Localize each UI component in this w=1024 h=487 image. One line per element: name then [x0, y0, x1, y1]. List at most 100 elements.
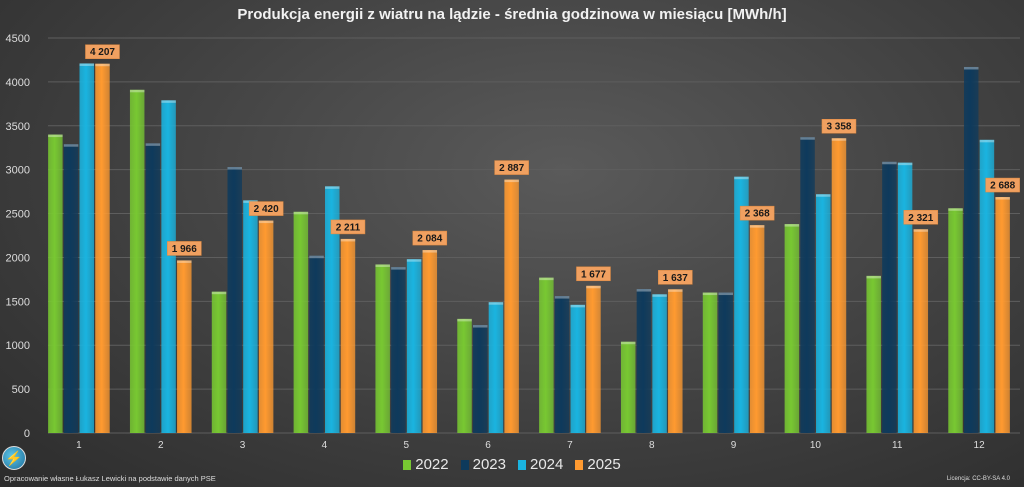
bar-2025 — [749, 225, 765, 433]
data-label: 1 966 — [172, 244, 197, 255]
bar-top-highlight — [718, 292, 733, 296]
y-tick-label: 4000 — [6, 77, 30, 89]
bar-2023 — [391, 267, 406, 433]
bar-2023 — [63, 144, 79, 433]
license-note: Licencja: CC-BY-SA 4.0 — [946, 476, 1010, 482]
bar-2025 — [340, 238, 356, 433]
bar-2023 — [145, 143, 161, 434]
bar-2025 — [668, 289, 683, 433]
bar-2022 — [457, 318, 472, 433]
x-tick-label: 7 — [567, 440, 573, 451]
bar-2025 — [95, 63, 110, 434]
bar-top-highlight — [554, 296, 570, 299]
source-note: Opracowanie własne Łukasz Lewicki na pod… — [4, 474, 216, 483]
legend-swatch — [403, 459, 412, 470]
bar-top-highlight — [472, 325, 488, 328]
data-label: 2 368 — [745, 209, 770, 220]
y-tick-label: 4500 — [6, 33, 30, 45]
bar-2024 — [243, 200, 258, 433]
bar-top-highlight — [636, 289, 652, 292]
bar-top-highlight — [979, 139, 995, 143]
x-tick-label: 5 — [403, 440, 409, 451]
bar-top-highlight — [211, 291, 227, 295]
bar-top-highlight — [504, 179, 519, 183]
bar-top-highlight — [866, 275, 881, 279]
bar-top-highlight — [457, 318, 472, 322]
bar-top-highlight — [570, 304, 586, 308]
logo-icon: ⚡ — [2, 446, 26, 470]
bar-2025 — [913, 229, 929, 433]
data-label-box — [412, 230, 448, 246]
bar-top-highlight — [95, 63, 110, 67]
legend-label: 2023 — [472, 456, 506, 473]
bar-2022 — [129, 89, 145, 434]
legend-swatch — [575, 459, 584, 470]
bar-top-highlight — [816, 194, 831, 197]
bar-2023 — [718, 292, 733, 433]
bar-2022 — [375, 264, 390, 433]
data-label-box — [85, 44, 120, 59]
y-tick-label: 2500 — [6, 209, 30, 221]
legend-label: 2025 — [587, 456, 621, 473]
data-label: 4 207 — [90, 47, 115, 58]
bar-2025 — [422, 250, 438, 433]
y-tick-label: 500 — [12, 384, 30, 396]
legend-swatch — [518, 459, 526, 470]
data-label: 1 637 — [663, 273, 688, 284]
bar-2023 — [963, 66, 979, 433]
data-label: 3 358 — [826, 122, 851, 133]
data-label-box — [494, 160, 529, 175]
data-label-box — [330, 219, 366, 235]
data-label-box — [739, 205, 775, 221]
data-label-box — [167, 241, 202, 256]
bar-top-highlight — [668, 289, 683, 292]
bar-top-highlight — [948, 208, 963, 211]
bar-top-highlight — [831, 138, 847, 141]
legend-label: 2024 — [530, 456, 564, 473]
data-label-box — [576, 266, 611, 282]
bar-top-highlight — [177, 260, 192, 263]
data-label: 2 084 — [417, 234, 442, 245]
data-label-box — [985, 177, 1020, 193]
bar-top-highlight — [734, 176, 749, 180]
bar-2023 — [882, 161, 897, 433]
bar-top-highlight — [129, 89, 145, 93]
bar-top-highlight — [406, 259, 422, 262]
y-tick-label: 1500 — [6, 296, 30, 308]
x-tick-label: 1 — [76, 440, 82, 451]
legend: 2022 2023 2024 2025 — [0, 456, 1024, 473]
bar-2025 — [258, 220, 274, 433]
bar-top-highlight — [161, 100, 176, 103]
bar-2023 — [309, 255, 324, 433]
bar-top-highlight — [488, 302, 504, 305]
y-tick-label: 2000 — [6, 252, 30, 264]
bar-2022 — [866, 275, 881, 433]
bar-2024 — [734, 176, 749, 433]
bar-2024 — [325, 186, 340, 433]
legend-item-2024: 2024 — [518, 456, 563, 473]
chart-title: Produkcja energii z wiatru na lądzie - ś… — [237, 6, 787, 23]
bar-2024 — [161, 100, 176, 434]
bar-2025 — [177, 260, 192, 433]
bar-2023 — [800, 137, 815, 433]
y-tick-label: 0 — [24, 428, 30, 440]
x-tick-label: 4 — [322, 440, 328, 451]
bar-top-highlight — [79, 63, 95, 66]
bar-2023 — [227, 167, 242, 434]
bar-top-highlight — [422, 250, 438, 253]
bar-top-highlight — [749, 225, 765, 228]
x-tick-label: 10 — [810, 440, 822, 451]
bar-top-highlight — [784, 224, 800, 227]
x-tick-label: 9 — [731, 440, 737, 451]
bar-top-highlight — [702, 292, 718, 296]
bar-2024 — [79, 63, 95, 433]
data-label-box — [248, 201, 284, 216]
bar-top-highlight — [882, 161, 897, 165]
bar-2024 — [816, 194, 831, 433]
x-tick-label: 11 — [892, 440, 903, 451]
x-tick-label: 3 — [240, 440, 246, 451]
bar-2024 — [897, 162, 913, 433]
data-label: 2 887 — [499, 163, 524, 174]
bar-2022 — [784, 224, 800, 433]
bar-top-highlight — [63, 144, 79, 147]
